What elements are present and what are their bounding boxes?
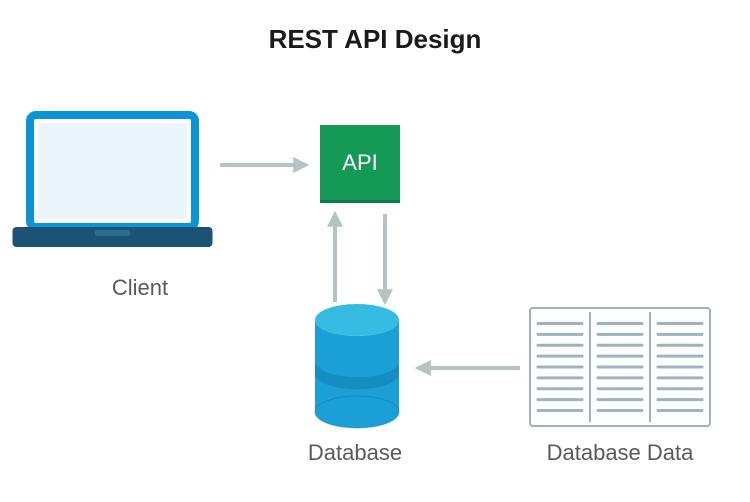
diagram-canvas xyxy=(0,0,750,502)
dbdata-label: Database Data xyxy=(530,440,710,466)
database-label: Database xyxy=(290,440,420,466)
api-node: API xyxy=(320,125,400,200)
api-label: API xyxy=(342,150,377,176)
client-label: Client xyxy=(100,275,180,301)
